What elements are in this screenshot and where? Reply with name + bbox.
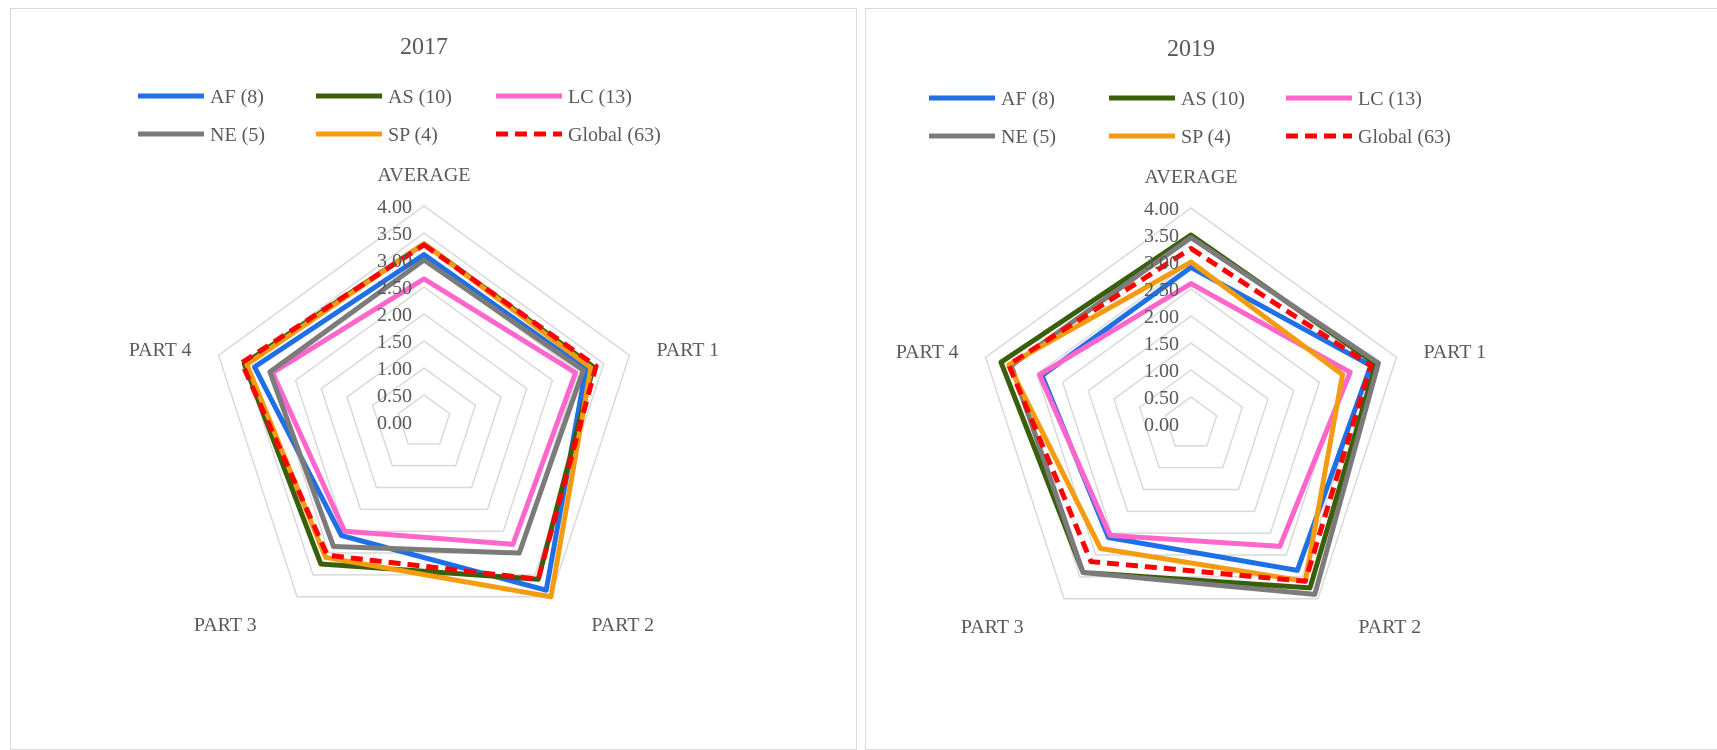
series-line-lc: [1036, 281, 1353, 549]
tick-label: 4.00: [377, 196, 412, 218]
grid-ring: [371, 367, 477, 467]
legend-label: LC (13): [1358, 88, 1422, 110]
legend-label: LC (13): [568, 86, 632, 108]
grid-ring: [346, 340, 502, 489]
tick-label: 4.00: [1144, 198, 1179, 220]
legend-label: AS (10): [388, 86, 452, 108]
axis-label-part-4: PART 4: [896, 341, 959, 363]
tick-label: 3.50: [1144, 225, 1179, 247]
legend-label: AS (10): [1181, 88, 1245, 110]
legend-label: NE (5): [210, 124, 265, 146]
axis-label-part-4: PART 4: [129, 339, 192, 361]
legend-item: Global (63): [1286, 126, 1451, 148]
grid-ring: [1138, 369, 1244, 469]
grid-ring: [217, 205, 631, 598]
legend-item: NE (5): [138, 124, 265, 146]
grid-ring: [320, 313, 528, 511]
radar-chart-2017: 2017 AF (8) AS (10) LC (13) NE (5) SP (4) Glob…: [129, 34, 719, 636]
tick-label: 0.00: [377, 412, 412, 434]
tick-label: 3.50: [377, 223, 412, 245]
radar-chart-2019: 2019 AF (8) AS (10) LC (13) NE (5) SP (4) Glob…: [896, 36, 1486, 638]
legend-item: LC (13): [496, 86, 632, 108]
grid-ring: [397, 394, 451, 445]
series-line-ne: [267, 257, 586, 556]
legend-label: Global (63): [1358, 126, 1451, 148]
legend-label: Global (63): [568, 124, 661, 146]
legend-label: NE (5): [1001, 126, 1056, 148]
tick-label: 2.00: [1144, 306, 1179, 328]
series-line-as: [241, 241, 596, 582]
axis-label-part-2: PART 2: [1358, 616, 1421, 638]
legend-item: AS (10): [316, 86, 452, 108]
legend-label: SP (4): [388, 124, 438, 146]
grid-ring: [1113, 342, 1269, 491]
legend-item: AF (8): [138, 86, 264, 108]
legend-item: AF (8): [929, 88, 1055, 110]
tick-label: 1.50: [1144, 333, 1179, 355]
axis-label-part-2: PART 2: [591, 614, 654, 636]
grid-ring: [1164, 396, 1218, 447]
axis-label-part-1: PART 1: [1423, 341, 1486, 363]
chart-title: 2019: [1167, 36, 1215, 62]
tick-label: 0.50: [377, 385, 412, 407]
series-line-global: [1006, 246, 1374, 584]
tick-label: 2.50: [1144, 279, 1179, 301]
legend-item: NE (5): [929, 126, 1056, 148]
axis-label-part-3: PART 3: [961, 616, 1024, 638]
grid-ring: [294, 286, 554, 532]
tick-label: 0.00: [1144, 414, 1179, 436]
axis-label-part-1: PART 1: [656, 339, 719, 361]
axis-label-average: AVERAGE: [378, 164, 471, 186]
legend-item: SP (4): [316, 124, 438, 146]
chart-panel-2019: 2019 AF (8) AS (10) LC (13) NE (5) SP (4) Glob…: [865, 8, 1717, 750]
series-line-global: [239, 242, 599, 582]
legend-item: Global (63): [496, 124, 661, 146]
legend-label: AF (8): [1001, 88, 1055, 110]
grid-ring: [1087, 315, 1295, 513]
series-line-af: [252, 252, 589, 593]
legend-item: SP (4): [1109, 126, 1231, 148]
legend-item: AS (10): [1109, 88, 1245, 110]
grid-ring: [984, 207, 1398, 600]
tick-label: 3.00: [377, 250, 412, 272]
tick-label: 1.00: [377, 358, 412, 380]
grid-ring: [1061, 288, 1321, 534]
tick-label: 1.50: [377, 331, 412, 353]
grid-ring: [243, 232, 605, 576]
tick-label: 3.00: [1144, 252, 1179, 274]
legend-item: LC (13): [1286, 88, 1422, 110]
tick-label: 2.00: [377, 304, 412, 326]
axis-label-part-3: PART 3: [194, 614, 257, 636]
tick-label: 1.00: [1144, 360, 1179, 382]
chart-title: 2017: [400, 34, 448, 60]
series-line-sp: [244, 241, 594, 600]
legend-label: SP (4): [1181, 126, 1231, 148]
series-line-lc: [269, 276, 579, 547]
legend-label: AF (8): [210, 86, 264, 108]
chart-panel-2017: 2017 AF (8) AS (10) LC (13) NE (5) SP (4) Glob…: [10, 8, 857, 750]
tick-label: 2.50: [377, 277, 412, 299]
axis-label-average: AVERAGE: [1145, 166, 1238, 188]
tick-label: 0.50: [1144, 387, 1179, 409]
